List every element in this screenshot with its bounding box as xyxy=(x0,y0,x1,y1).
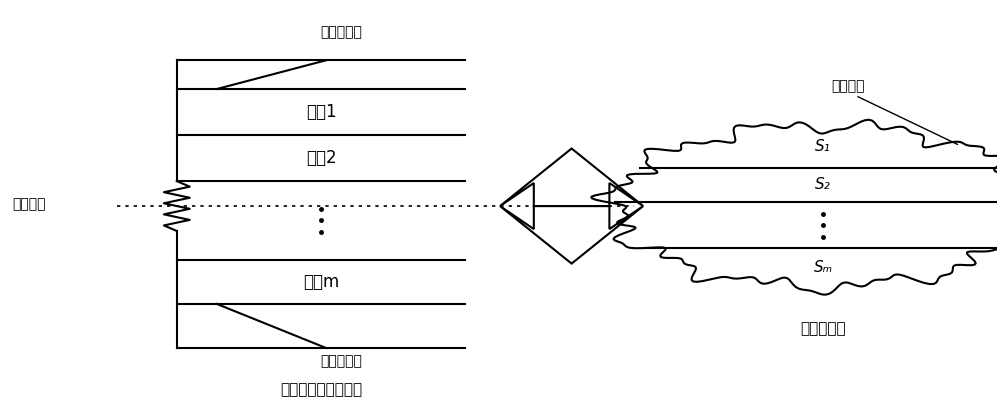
Text: S₂: S₂ xyxy=(815,178,831,192)
Text: Sₘ: Sₘ xyxy=(814,260,833,275)
Text: 地层1: 地层1 xyxy=(306,103,336,121)
Text: 刀盘外廃: 刀盘外廃 xyxy=(831,79,865,93)
Text: 隧道掌子面: 隧道掌子面 xyxy=(800,321,846,336)
Text: 隧道轴线: 隧道轴线 xyxy=(13,197,46,211)
Text: 地层m: 地层m xyxy=(303,273,339,291)
Text: 地层2: 地层2 xyxy=(306,149,336,167)
Text: 隧道穿越地层纵断面: 隧道穿越地层纵断面 xyxy=(280,383,362,397)
Text: 隧道外边界: 隧道外边界 xyxy=(320,25,362,39)
Text: S₁: S₁ xyxy=(815,139,831,154)
Text: 隧道外边界: 隧道外边界 xyxy=(320,354,362,368)
